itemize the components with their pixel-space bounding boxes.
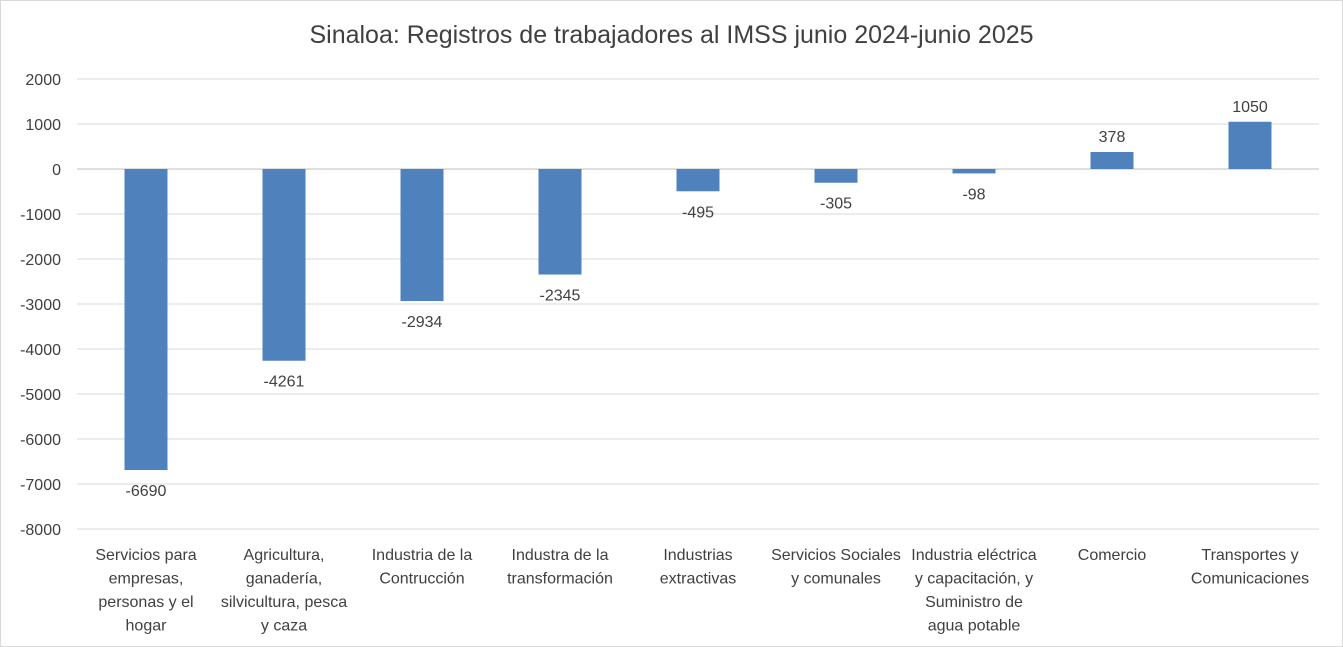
bar	[124, 169, 168, 471]
bar	[1228, 121, 1272, 169]
y-tick-label: -4000	[20, 342, 61, 359]
data-label: -495	[682, 204, 714, 221]
category-labels: Servicios para empresas, personas y el hoga…	[95, 547, 1309, 635]
bar	[400, 169, 444, 302]
y-tick-label: -8000	[20, 522, 61, 539]
chart-title: Sinaloa: Registros de trabajadores al IM…	[309, 21, 1034, 49]
bar	[1090, 151, 1134, 169]
y-tick-label: -7000	[20, 477, 61, 494]
category-label: Transportes y Comunicaciones	[1191, 547, 1309, 588]
bars	[124, 121, 1272, 471]
data-label: -2345	[540, 288, 581, 305]
category-label: Servicios para empresas, personas y el hoga…	[95, 547, 196, 635]
bar	[676, 169, 720, 192]
category-label: Agricultura, ganadería, silvicultura, pesc…	[221, 547, 347, 635]
y-tick-label: -1000	[20, 207, 61, 224]
data-label: -2934	[402, 314, 443, 331]
y-tick-label: 2000	[25, 72, 61, 89]
category-label: Industrias extractivas	[660, 547, 736, 588]
bar	[538, 169, 582, 275]
data-label: -6690	[126, 483, 167, 500]
data-label: 1050	[1232, 99, 1268, 116]
y-tick-label: 1000	[25, 117, 61, 134]
category-label: Industria eléctrica y capacitación, y Sumi…	[911, 547, 1036, 635]
y-tick-label: -2000	[20, 252, 61, 269]
data-label: 378	[1099, 129, 1126, 146]
data-label: -4261	[264, 374, 305, 391]
category-label: Industra de la transformación	[507, 547, 613, 588]
category-label: Comercio	[1078, 547, 1147, 564]
category-label: Industria de la Contrucción	[372, 547, 473, 588]
bar	[262, 169, 306, 361]
data-label: -305	[820, 196, 852, 213]
y-tick-label: 0	[52, 162, 61, 179]
data-label: -98	[962, 186, 985, 203]
y-tick-label: -6000	[20, 432, 61, 449]
category-label: Servicios Sociales y comunales	[771, 547, 901, 588]
y-tick-label: -5000	[20, 387, 61, 404]
bar	[952, 169, 996, 174]
data-labels: -6690 -4261 -2934 -2345 -495 -305 -98 378 1050	[126, 99, 1268, 500]
y-axis-ticks: 2000 1000 0 -1000 -2000 -3000 -4000 -5000 -6000 -…	[20, 72, 61, 539]
y-tick-label: -3000	[20, 297, 61, 314]
bar	[814, 169, 858, 183]
